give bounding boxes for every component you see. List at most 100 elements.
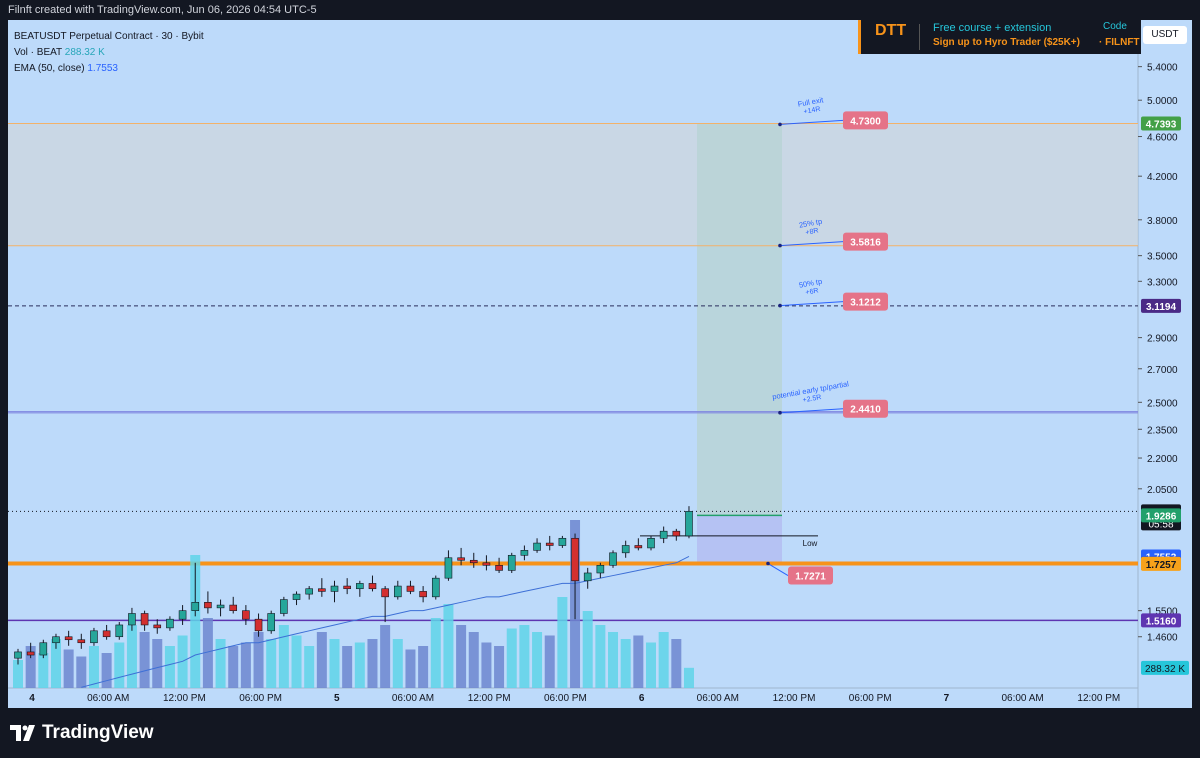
annotation-tag <box>843 399 888 418</box>
footer: TradingView <box>10 722 154 744</box>
volume-bar <box>557 597 568 688</box>
volume-bar <box>278 625 289 688</box>
x-tick-label: 06:00 PM <box>849 693 892 704</box>
candle-body <box>356 583 364 590</box>
annotation-connector <box>779 301 844 307</box>
annotation-anchor <box>778 243 782 248</box>
candle-body <box>267 613 276 632</box>
volume-legend: Vol · BEAT 288.32 K <box>14 45 204 61</box>
legend: BEATUSDT Perpetual Contract · 30 · Bybit… <box>14 29 204 77</box>
x-tick-label: 6 <box>639 693 645 704</box>
annotation-connector <box>779 241 844 247</box>
annotation-tag-label: 3.1212 <box>850 298 881 309</box>
volume-bar <box>63 649 74 688</box>
x-tick-label: 06:00 AM <box>697 693 739 704</box>
x-tick-label: 06:00 AM <box>392 693 434 704</box>
candle-body <box>406 585 415 592</box>
candle-body <box>90 630 98 644</box>
volume-bar <box>126 625 137 688</box>
candle-body <box>634 545 643 549</box>
volume-bar <box>304 646 315 688</box>
ad-separator <box>919 24 920 50</box>
annotation-sub: +14R <box>803 106 821 116</box>
candle-body <box>26 651 35 656</box>
volume-tag <box>1141 660 1189 675</box>
y-tick-label: 2.2000 <box>1147 454 1178 465</box>
annotation-connector <box>767 563 789 576</box>
x-tick-label: 12:00 PM <box>773 693 816 704</box>
y-tick-label: 2.5000 <box>1147 398 1178 409</box>
annotation-text: 50% tp <box>798 277 823 290</box>
volume-bar <box>101 653 112 688</box>
y-tick-label: 5.4000 <box>1147 63 1178 74</box>
candle-body <box>419 591 427 598</box>
annotation-tag <box>843 111 888 130</box>
volume-bar <box>202 618 213 688</box>
volume-bar <box>76 656 87 688</box>
volume-bar <box>13 660 23 688</box>
candle-body <box>77 639 86 644</box>
y-tick-label: 2.0500 <box>1147 485 1178 496</box>
candle-body <box>609 552 617 566</box>
candle-body <box>381 588 389 598</box>
volume-bar <box>380 625 391 688</box>
currency-button[interactable]: USDT <box>1143 26 1187 44</box>
x-tick-label: 06:00 AM <box>87 693 129 704</box>
position-profit <box>697 123 782 516</box>
volume-bar <box>608 632 619 688</box>
volume-bar <box>38 653 49 688</box>
volume-bar <box>114 642 125 688</box>
candle-body <box>153 624 162 629</box>
y-tick-label: 2.9000 <box>1147 334 1178 345</box>
candle-body <box>469 559 478 564</box>
ad-brand: DTT <box>875 22 907 39</box>
candle-body <box>368 583 377 590</box>
annotation-text: 25% tp <box>798 217 823 230</box>
volume-bar <box>481 642 492 688</box>
y-tick-label: 3.5000 <box>1147 252 1178 263</box>
price-tag-label: 1.5160 <box>1146 616 1177 627</box>
annotation-tag-label: 4.7300 <box>850 116 881 127</box>
volume-bar <box>88 646 99 688</box>
ema-legend-value: 1.7553 <box>87 63 118 74</box>
candle-body <box>444 557 453 579</box>
y-tick-label: 5.0000 <box>1147 96 1178 107</box>
volume-bar <box>253 632 264 688</box>
volume-tag-label: 288.32 K <box>1145 664 1185 675</box>
volume-bar <box>291 635 302 688</box>
x-tick-label: 06:00 PM <box>239 693 282 704</box>
volume-bar <box>354 642 365 688</box>
candle-body <box>571 537 579 582</box>
candle-body <box>343 585 351 590</box>
price-tag <box>1141 613 1181 628</box>
candle-body <box>495 565 503 571</box>
volume-bar <box>532 632 543 688</box>
candle-body <box>128 613 136 626</box>
candle-body <box>596 565 605 574</box>
volume-bar <box>25 646 36 688</box>
volume-bar <box>494 646 505 688</box>
candle-body <box>191 602 200 611</box>
candle-body <box>39 642 48 656</box>
price-tag-label: 1.7257 <box>1146 560 1177 571</box>
y-tick-label: 4.2000 <box>1147 172 1178 183</box>
volume-bar <box>139 632 150 688</box>
symbol: BEATUSDT Perpetual Contract · 30 · Bybit <box>14 31 204 42</box>
x-tick-label: 7 <box>944 693 950 704</box>
ema-legend: EMA (50, close) 1.7553 <box>14 61 204 77</box>
x-tick-label: 12:00 PM <box>163 693 206 704</box>
volume-bar <box>430 618 441 688</box>
annotation-sub: +8R <box>805 228 819 237</box>
candle-body <box>216 604 225 609</box>
volume-bar <box>228 646 239 688</box>
volume-bar <box>215 639 226 688</box>
volume-bar <box>506 628 517 688</box>
volume-bar <box>443 604 454 688</box>
candle-body <box>672 530 681 537</box>
price-tag-countdown: 05:58 <box>1148 519 1173 530</box>
candle-body <box>292 593 301 600</box>
ad-banner[interactable]: DTT Free course + extension Sign up to H… <box>858 20 1141 54</box>
candle-body <box>659 530 668 539</box>
annotation-anchor <box>778 410 782 415</box>
volume-bar <box>342 646 353 688</box>
